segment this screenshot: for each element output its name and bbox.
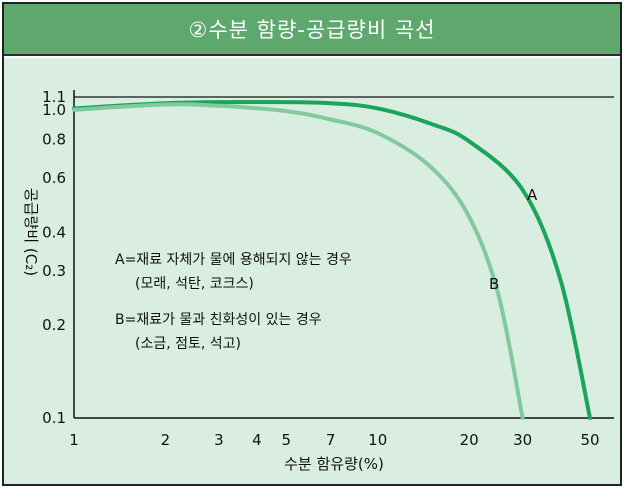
series-b-label: B — [489, 275, 499, 293]
series-b-line — [72, 102, 525, 420]
x-tick-label: 2 — [161, 431, 171, 449]
series-a-line — [72, 99, 592, 420]
x-axis-label: 수분 함유량(%) — [284, 455, 384, 473]
y-tick-label: 0.2 — [42, 316, 66, 334]
x-tick-label: 4 — [252, 431, 262, 449]
annotation-b-line2: (소금, 점토, 석고) — [135, 336, 241, 352]
x-tick-label: 5 — [282, 431, 292, 449]
y-tick-label: 0.8 — [42, 131, 66, 149]
x-tick-label: 20 — [460, 431, 479, 449]
annotation-a-line1: A=재료 자체가 물에 용해되지 않는 경우 — [115, 252, 352, 268]
x-tick-label: 1 — [69, 431, 79, 449]
x-tick-label: 50 — [580, 431, 599, 449]
title-divider — [4, 54, 620, 56]
y-axis-label: 공급량비 (C₂) — [22, 188, 40, 276]
series-a-label: A — [527, 186, 538, 204]
title-bar: ②수분 함량-공급량비 곡선 — [4, 4, 620, 54]
y-tick-label: 0.4 — [42, 223, 66, 241]
x-tick-label: 30 — [513, 431, 532, 449]
y-tick-label: 1.0 — [42, 101, 66, 119]
y-tick-label: 0.3 — [42, 262, 66, 280]
annotation-a-line2: (모래, 석탄, 코크스) — [135, 276, 254, 292]
annotation-b-line1: B=재료가 물과 친화성이 있는 경우 — [115, 312, 322, 328]
y-tick-label: 0.1 — [42, 409, 66, 427]
chart-svg: 1 2 3 4 5 7 10 20 30 50 1.11.00.80.60.40.30.20.1 … — [22, 88, 614, 473]
y-tick-label: 0.6 — [42, 169, 66, 187]
plot-background — [4, 58, 620, 484]
x-tick-label: 7 — [326, 431, 336, 449]
x-tick-label: 3 — [214, 431, 224, 449]
y-tick-label: 1.1 — [42, 88, 66, 106]
chart-title: ②수분 함량-공급량비 곡선 — [188, 18, 436, 42]
x-tick-label: 10 — [368, 431, 387, 449]
